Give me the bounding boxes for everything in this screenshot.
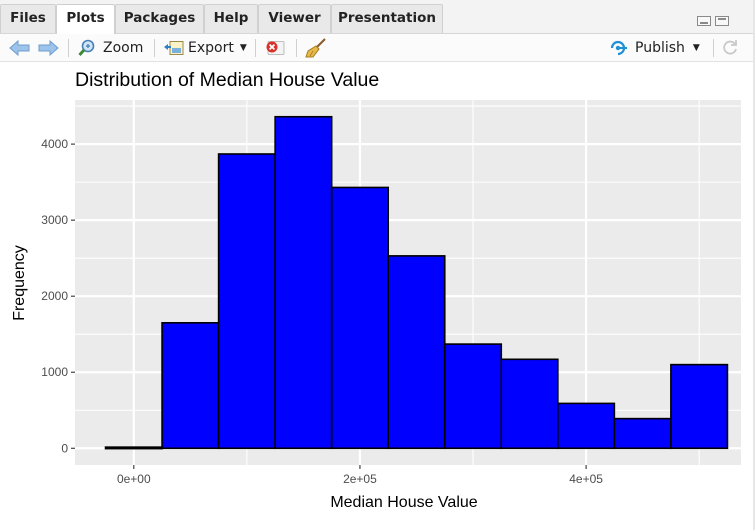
- y-axis-label: Frequency: [11, 245, 28, 321]
- y-tick-label: 0: [61, 441, 68, 455]
- toolbar-divider: [713, 39, 714, 57]
- pane-tab-bar: Files Plots Packages Help Viewer Present…: [0, 0, 753, 34]
- toolbar-divider: [68, 39, 69, 57]
- clear-all-plots-button[interactable]: [305, 34, 327, 61]
- plots-toolbar: Zoom Export ▼ Publish ▼: [0, 34, 753, 62]
- plot-canvas: Distribution of Median House Value 0e+00…: [11, 69, 741, 511]
- forward-arrow-icon: [38, 39, 59, 56]
- pane-window-controls: [697, 16, 733, 28]
- x-tick-label: 0e+00: [117, 472, 151, 486]
- back-arrow-icon: [9, 39, 30, 56]
- histogram-bar: [161, 322, 220, 450]
- toolbar-divider: [154, 39, 155, 57]
- axes: 0e+00 2e+05 4e+05 0 1000 2000 3000 4000: [41, 137, 603, 486]
- export-icon: [164, 40, 184, 55]
- export-button[interactable]: Export ▼: [163, 34, 247, 61]
- y-tick-label: 1000: [41, 365, 68, 379]
- toolbar-divider: [255, 39, 256, 57]
- back-button[interactable]: [9, 34, 31, 61]
- tab-presentation[interactable]: Presentation: [331, 4, 443, 33]
- publish-dropdown-icon: ▼: [692, 42, 700, 53]
- maximize-pane-icon[interactable]: [715, 16, 729, 26]
- y-tick-label: 4000: [41, 137, 68, 151]
- forward-button[interactable]: [38, 34, 60, 61]
- histogram-bar: [217, 153, 276, 450]
- histogram-bars: [104, 115, 729, 450]
- refresh-icon: [723, 39, 737, 54]
- x-tick-label: 2e+05: [343, 472, 377, 486]
- chart-title: Distribution of Median House Value: [75, 69, 379, 91]
- histogram-bar: [557, 402, 616, 450]
- broom-icon: [305, 37, 326, 57]
- publish-button[interactable]: Publish ▼: [609, 34, 700, 61]
- tab-packages[interactable]: Packages: [115, 4, 204, 33]
- histogram-bar: [387, 255, 446, 450]
- export-label: Export: [188, 39, 234, 56]
- publish-icon: [610, 40, 627, 55]
- zoom-button[interactable]: Zoom: [78, 34, 143, 61]
- histogram-bar: [443, 343, 503, 450]
- publish-label: Publish: [635, 39, 685, 56]
- x-tick-label: 4e+05: [569, 472, 603, 486]
- remove-plot-button[interactable]: [265, 34, 285, 61]
- tab-plots[interactable]: Plots: [56, 4, 115, 34]
- zoom-icon: [78, 39, 95, 56]
- y-tick-label: 2000: [41, 289, 68, 303]
- export-dropdown-icon: ▼: [239, 42, 247, 53]
- histogram-bar: [274, 115, 333, 450]
- pane-right-border: [753, 0, 755, 530]
- toolbar-divider: [296, 39, 297, 57]
- tab-help[interactable]: Help: [204, 4, 258, 33]
- tab-files[interactable]: Files: [0, 4, 56, 33]
- refresh-button[interactable]: [721, 34, 739, 61]
- histogram-bar: [104, 446, 163, 450]
- histogram-bar: [330, 186, 390, 450]
- minimize-pane-icon[interactable]: [697, 16, 711, 26]
- y-tick-label: 3000: [41, 213, 68, 227]
- zoom-label: Zoom: [103, 39, 144, 56]
- histogram-bar: [613, 417, 672, 450]
- x-axis-label: Median House Value: [330, 494, 477, 511]
- histogram-bar: [670, 363, 729, 450]
- remove-plot-icon: [266, 40, 285, 55]
- tab-viewer[interactable]: Viewer: [258, 4, 331, 33]
- histogram-bar: [500, 358, 559, 450]
